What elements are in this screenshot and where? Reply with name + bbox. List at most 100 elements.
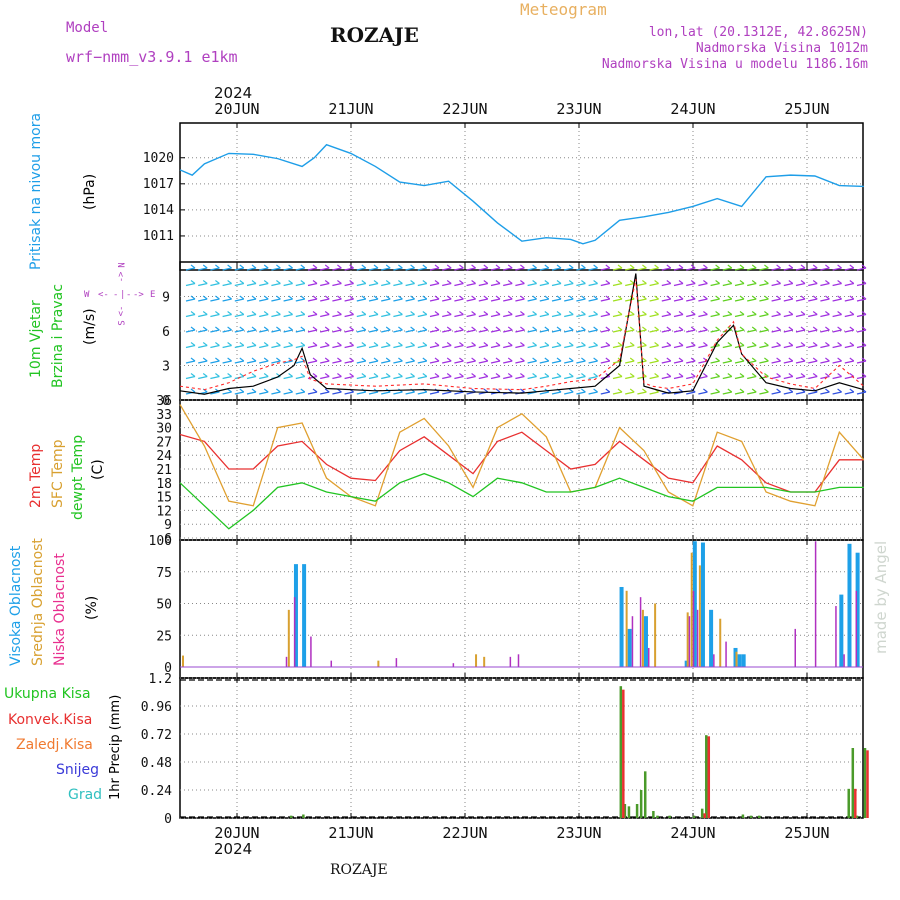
wind-arrow-head xyxy=(422,280,428,284)
legend-snijeg: Snijeg xyxy=(56,762,100,778)
cloud-high-bar xyxy=(302,564,307,667)
cloud-low-bar xyxy=(835,606,837,667)
wind-arrow xyxy=(698,313,708,318)
wind-arrow xyxy=(661,267,671,271)
wind-arrow xyxy=(564,267,574,271)
wind-arrow xyxy=(527,267,537,271)
precip-total-bar xyxy=(700,808,704,818)
wind-arrow-head xyxy=(581,373,586,377)
cloud-low-bar xyxy=(688,616,691,667)
wind-arrow xyxy=(771,375,781,380)
cloud-high-bar xyxy=(700,542,705,667)
wind-arrow xyxy=(612,391,623,395)
wind-arrow-head xyxy=(690,373,696,377)
wind-arrow-head xyxy=(324,295,330,300)
station-title: ROZAJE xyxy=(330,23,419,47)
wind-arrow-head xyxy=(581,357,586,362)
wind-arrow xyxy=(344,298,354,302)
wind-arrow-head xyxy=(520,357,525,362)
wind-arrow xyxy=(588,329,598,333)
wind-arrow xyxy=(429,329,440,333)
wind-arrow xyxy=(564,282,574,287)
precip-total-bar xyxy=(302,814,305,818)
wind-arrow xyxy=(747,313,757,318)
wind-arrow-head xyxy=(849,264,855,269)
wind-arrow xyxy=(320,298,330,302)
wind-arrow-head xyxy=(349,373,354,377)
wind-arrow xyxy=(515,360,525,364)
wind-arrow xyxy=(649,329,659,333)
wind-arrow xyxy=(393,375,403,380)
wind-arrow xyxy=(600,282,610,287)
wind-arrow xyxy=(259,313,269,318)
wind-arrow xyxy=(344,391,354,395)
wind-arrow xyxy=(283,267,293,271)
wind-arrow-head xyxy=(312,373,318,377)
wind-arrow-head xyxy=(495,280,501,284)
wind-arrow-head xyxy=(703,373,708,377)
compass-center: - xyxy=(113,290,119,300)
wind-arrow-head xyxy=(629,388,635,393)
wind-arrow-head xyxy=(617,342,623,346)
wind-arrow-head xyxy=(446,373,452,377)
wind-arrow xyxy=(222,344,232,349)
wind-arrow-head xyxy=(788,388,794,393)
wind-arrow xyxy=(381,282,391,287)
wind-arrow xyxy=(747,329,757,333)
wind-arrow-head xyxy=(190,388,196,393)
wind-arrow xyxy=(747,344,757,349)
cloud-low-bar xyxy=(843,654,845,667)
wind-arrow-head xyxy=(288,311,293,315)
wind-arrow-head xyxy=(788,342,794,346)
wind-arrow xyxy=(856,329,867,333)
wind-arrow xyxy=(747,298,757,302)
wind-arrow xyxy=(442,282,452,287)
wind-arrow xyxy=(808,360,818,364)
wind-arrow xyxy=(271,344,281,349)
wind-arrow-head xyxy=(483,388,489,393)
wind-arrow xyxy=(673,329,684,333)
wind-arrow-head xyxy=(593,326,598,331)
wind-arrow-head xyxy=(190,295,196,300)
wind-arrow-head xyxy=(459,311,464,315)
wind-arrow-head xyxy=(263,264,269,269)
compass-west-arrow: <- xyxy=(98,290,109,300)
wind-arrow-head xyxy=(544,357,550,362)
wind-arrow-head xyxy=(703,326,708,331)
wind-arrow-head xyxy=(764,311,769,315)
wind-arrow-head xyxy=(263,326,269,331)
wind-arrow-head xyxy=(654,342,659,346)
wind-arrow xyxy=(222,360,232,364)
wind-arrow xyxy=(210,360,220,364)
wind-arrow-head xyxy=(434,280,440,284)
wind-arrow xyxy=(490,313,501,318)
compass-center-2: - xyxy=(126,290,132,300)
wind-arrow-head xyxy=(227,326,232,331)
wind-arrow-head xyxy=(849,295,855,300)
wind-arrow-head xyxy=(410,326,415,331)
wind-arrow xyxy=(332,375,342,380)
temp-ytick-label: 21 xyxy=(156,463,172,478)
wind-arrow-head xyxy=(678,326,684,331)
cloud-mid-bar xyxy=(654,603,657,667)
wind-arrow-head xyxy=(190,280,196,284)
wind-arrow xyxy=(734,313,745,318)
wind-arrow xyxy=(429,344,440,349)
wind-arrow xyxy=(234,282,244,287)
compass-east-arrow: -> xyxy=(133,290,144,300)
wind-arrow-head xyxy=(532,295,537,300)
wind-arrow xyxy=(588,344,598,349)
wind-arrow xyxy=(442,375,452,380)
wind-arrow-head xyxy=(544,326,550,331)
wind-arrow xyxy=(381,344,391,349)
wind-arrow-head xyxy=(825,326,830,331)
wind-arrow xyxy=(490,344,501,349)
wind-arrow xyxy=(332,282,342,287)
wind-arrow-head xyxy=(727,311,733,315)
wind-arrow xyxy=(612,375,623,380)
wind-arrow-head xyxy=(459,280,464,284)
cloud-high-bar xyxy=(741,654,746,667)
wind-arrow-head xyxy=(849,388,855,393)
wind-arrow-head xyxy=(581,342,586,346)
wind-arrow xyxy=(661,344,671,349)
